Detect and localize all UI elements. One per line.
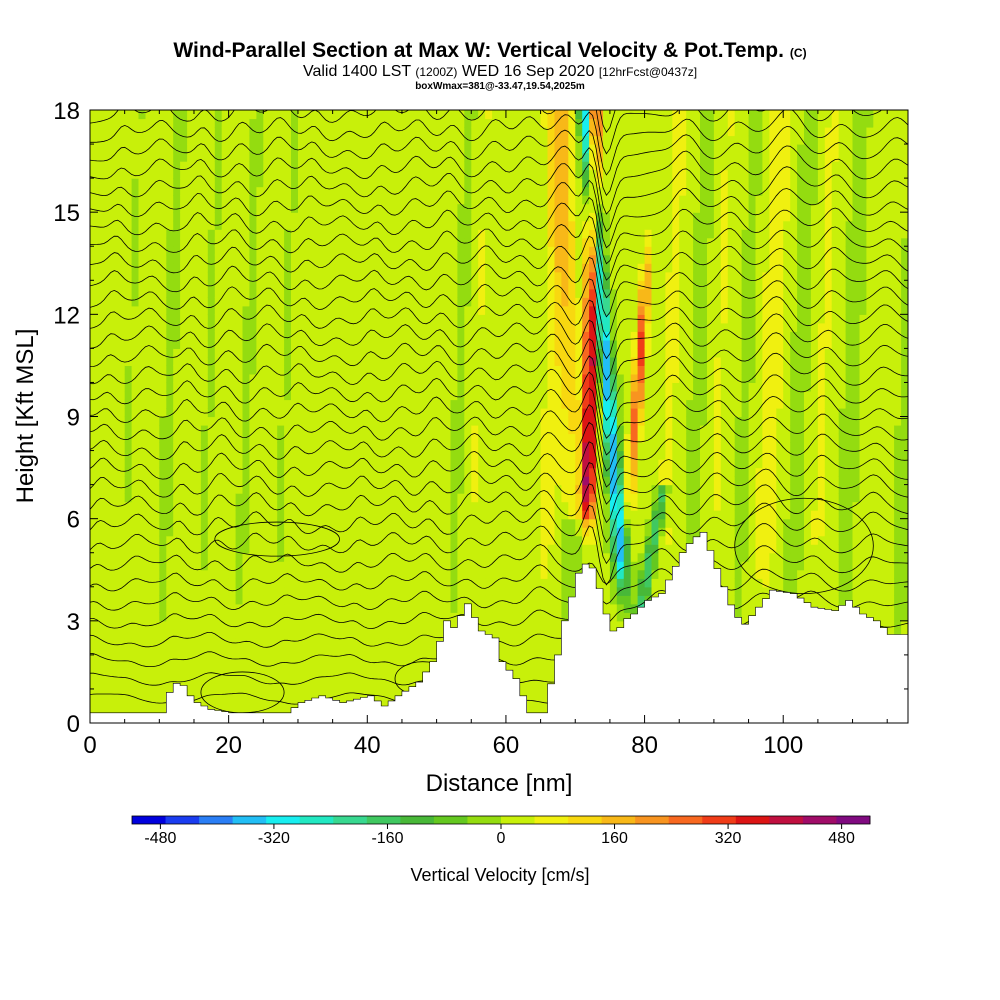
colorbar-tick-label: -320 (258, 830, 290, 847)
theta-contour (90, 126, 908, 196)
theta-contour (90, 145, 908, 215)
y-tick-label: 6 (67, 507, 80, 534)
theta-contour (90, 502, 908, 565)
theta-contour (90, 110, 883, 155)
colorbar-swatch (769, 816, 804, 824)
theta-contour (90, 421, 908, 488)
colorbar-tick-label: 480 (828, 830, 855, 847)
plot-area (90, 110, 908, 723)
theta-contour (90, 483, 908, 544)
theta-contour (90, 441, 908, 505)
y-axis: 0 3 6 9 12 15 18 (53, 98, 908, 738)
colorbar-tick-label: 320 (715, 830, 742, 847)
theta-contour (90, 387, 908, 456)
theta-contour (90, 523, 908, 586)
colorbar-label: Vertical Velocity [cm/s] (410, 865, 589, 885)
x-tick-label: 60 (493, 732, 520, 759)
x-axis: 0 20 40 60 80 100 (83, 110, 888, 759)
colorbar-swatch (668, 816, 703, 824)
theta-contour (90, 350, 908, 421)
y-axis-label: Height [Kft MSL] (12, 329, 39, 504)
colorbar-swatch (266, 816, 301, 824)
chart-title-suffix: (C) (790, 46, 807, 60)
theta-contour (90, 278, 908, 338)
theta-contour (90, 332, 908, 402)
theta-contour (90, 368, 908, 439)
box-info: boxWmax=381@-33.47,19.54,2025m (415, 81, 585, 92)
x-tick-label: 100 (763, 732, 803, 759)
colorbar-swatch (534, 816, 569, 824)
colorbar-swatch (333, 816, 368, 824)
theta-contour (90, 461, 908, 524)
theta-contour (90, 256, 908, 318)
x-tick-label: 40 (354, 732, 381, 759)
colorbar-swatch (635, 816, 670, 824)
colorbar-tick-label: -160 (371, 830, 403, 847)
x-tick-label: 0 (83, 732, 96, 759)
y-tick-label: 9 (67, 405, 80, 432)
colorbar-tick-label: 0 (497, 830, 506, 847)
chart-title: Wind-Parallel Section at Max W: Vertical… (173, 39, 806, 62)
chart-subtitle: Valid 1400 LST (1200Z) WED 16 Sep 2020 [… (303, 63, 697, 80)
valid-utc: (1200Z) (415, 65, 457, 79)
theta-contour (214, 521, 340, 557)
colorbar-swatch (601, 816, 636, 824)
theta-contour (90, 110, 908, 176)
theta-contour (90, 163, 908, 233)
terrain-mask (90, 532, 908, 723)
colorbar-swatch (165, 816, 200, 824)
colorbar-swatch (132, 816, 166, 824)
colorbar-swatch (199, 816, 234, 824)
y-tick-label: 3 (67, 609, 80, 636)
colorbar-tick-label: -480 (144, 830, 176, 847)
valid-prefix: Valid 1400 LST (303, 63, 411, 80)
colorbar-swatch (735, 816, 770, 824)
theta-contour (90, 313, 908, 381)
x-tick-label: 80 (631, 732, 658, 759)
colorbar-swatch (568, 816, 603, 824)
colorbar-tick-label: 160 (601, 830, 628, 847)
colorbar-swatch (400, 816, 435, 824)
theta-contour (90, 215, 908, 281)
x-tick-label: 20 (215, 732, 242, 759)
theta-contour (90, 235, 908, 299)
valid-date: WED 16 Sep 2020 (462, 63, 595, 80)
colorbar-swatch (232, 816, 267, 824)
colorbar-swatch (836, 816, 871, 824)
theta-contour (90, 179, 908, 249)
colorbar-swatch (366, 816, 401, 824)
theta-contour (90, 564, 908, 605)
colorbar: -480 -320 -160 0 160 320 480 (131, 815, 871, 847)
forecast-info: [12hrFcst@0437z] (599, 65, 697, 79)
colorbar-swatch (433, 816, 468, 824)
y-tick-label: 12 (53, 302, 80, 329)
colorbar-swatch (299, 816, 334, 824)
theta-contour (90, 544, 908, 585)
y-tick-label: 0 (67, 711, 80, 738)
colorbar-swatch (467, 816, 502, 824)
theta-contour (90, 296, 908, 360)
colorbar-swatch (802, 816, 837, 824)
y-tick-label: 15 (53, 200, 80, 227)
theta-contour (734, 497, 874, 594)
x-axis-label: Distance [nm] (426, 770, 573, 797)
theta-contour (90, 404, 908, 472)
theta-contour (90, 196, 908, 265)
colorbar-swatch (501, 816, 535, 824)
y-tick-label: 18 (53, 98, 80, 125)
chart-title-main: Wind-Parallel Section at Max W: Vertical… (173, 39, 784, 62)
colorbar-swatch (702, 816, 737, 824)
